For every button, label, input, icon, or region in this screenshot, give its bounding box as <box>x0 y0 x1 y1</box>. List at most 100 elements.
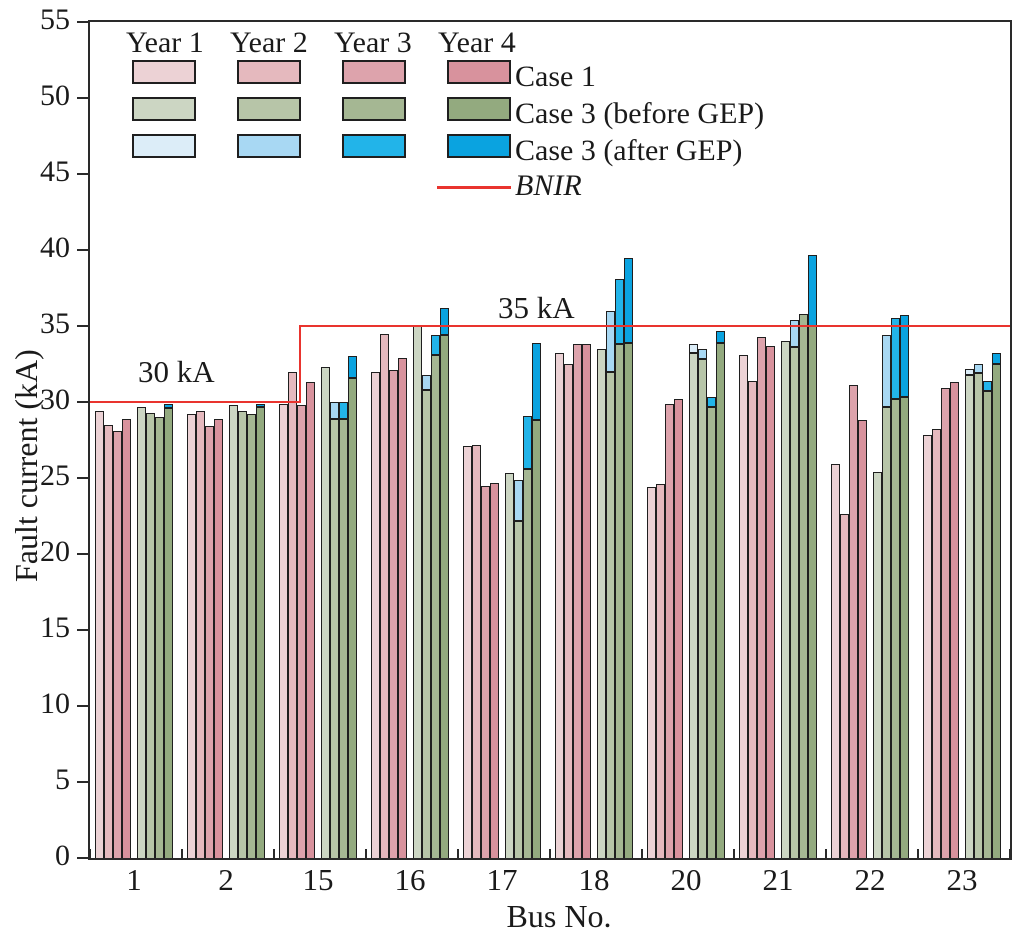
bar-case1-y2-bus18 <box>564 364 573 858</box>
x-tick-label-bus2: 2 <box>218 862 234 897</box>
bar-case1-y3-bus1 <box>113 430 122 858</box>
bar-case3-before-y2-bus23 <box>974 373 984 858</box>
legend-swatch-case3-before-year4 <box>447 97 511 121</box>
x-tick-10 <box>1009 849 1011 858</box>
bar-case3-after-y4-bus22 <box>900 315 909 398</box>
legend-swatch-case3-after-year4 <box>447 134 511 158</box>
bar-case1-y2-bus23 <box>932 429 941 858</box>
bnir-segment-30kA <box>90 400 300 404</box>
bar-case3-after-y4-bus1 <box>164 403 173 409</box>
bar-case3-after-y2-bus18 <box>606 310 616 372</box>
bar-case3-after-y4-bus2 <box>256 403 265 407</box>
y-tick-15 <box>77 629 88 631</box>
bar-case3-after-y3-bus22 <box>891 318 901 399</box>
bars-layer <box>90 22 1010 858</box>
bar-case3-before-y4-bus2 <box>256 406 265 858</box>
x-tick-5 <box>549 849 551 858</box>
bar-case3-after-y4-bus20 <box>716 330 725 343</box>
bar-case3-before-y3-bus15 <box>339 418 349 858</box>
y-tick-10 <box>77 705 88 707</box>
legend-bnir-line-swatch <box>437 186 511 189</box>
y-tick-45 <box>77 173 88 175</box>
y-tick-label-20: 20 <box>40 535 70 568</box>
x-tick-7 <box>733 849 735 858</box>
legend-swatch-case1-year1 <box>132 60 196 84</box>
bar-case3-before-y2-bus18 <box>606 371 616 858</box>
x-tick-3 <box>365 849 367 858</box>
bar-case3-before-y3-bus16 <box>431 354 441 858</box>
bar-case1-y3-bus22 <box>849 385 858 858</box>
bar-case1-y1-bus17 <box>463 446 473 858</box>
bar-case1-y1-bus21 <box>739 354 749 858</box>
bar-case3-before-y3-bus18 <box>615 344 625 858</box>
bar-case1-y3-bus2 <box>205 426 214 858</box>
bar-case3-after-y3-bus18 <box>615 278 625 345</box>
bar-case3-before-y2-bus20 <box>698 359 708 858</box>
legend-label-case1: Case 1 <box>515 60 596 93</box>
bar-case3-before-y4-bus17 <box>532 420 541 858</box>
x-tick-2 <box>273 849 275 858</box>
bar-case3-before-y1-bus20 <box>689 353 699 858</box>
bar-case1-y3-bus23 <box>941 388 950 858</box>
bar-case1-y3-bus17 <box>481 485 490 858</box>
bar-case1-y2-bus1 <box>104 424 113 858</box>
bar-case1-y1-bus2 <box>187 414 197 858</box>
y-tick-0 <box>77 857 88 859</box>
bar-case1-y2-bus16 <box>380 333 389 858</box>
legend-year4-header: Year 4 <box>438 26 516 59</box>
bar-case3-before-y2-bus22 <box>882 406 892 858</box>
bar-case3-before-y1-bus18 <box>597 348 607 858</box>
bar-case3-before-y2-bus2 <box>238 411 248 858</box>
bar-case1-y3-bus16 <box>389 370 398 858</box>
bnir-line-layer <box>90 22 1010 858</box>
bar-case1-y2-bus2 <box>196 411 205 858</box>
bar-case3-after-y4-bus17 <box>532 342 541 421</box>
y-tick-30 <box>77 401 88 403</box>
x-tick-label-bus17: 17 <box>486 862 518 897</box>
bar-case3-before-y2-bus17 <box>514 520 524 858</box>
bar-case1-y1-bus23 <box>923 435 933 858</box>
bar-case3-before-y3-bus21 <box>799 313 809 858</box>
bar-case3-before-y4-bus23 <box>992 364 1001 858</box>
y-tick-25 <box>77 477 88 479</box>
bar-case1-y4-bus20 <box>673 398 683 858</box>
legend: Year 1 Year 2 Year 3 Year 4 Case 1 Case … <box>120 26 764 236</box>
bar-case1-y4-bus23 <box>949 382 959 858</box>
legend-year2-header: Year 2 <box>230 26 308 59</box>
bar-case3-before-y1-bus21 <box>781 341 791 858</box>
bar-case3-before-y3-bus1 <box>155 417 165 858</box>
y-tick-20 <box>77 553 88 555</box>
y-tick-label-15: 15 <box>40 611 70 644</box>
bar-case3-before-y2-bus16 <box>422 389 432 858</box>
bar-case1-y2-bus21 <box>748 380 757 858</box>
legend-label-bnir: BNIR <box>515 169 582 202</box>
x-tick-label-bus22: 22 <box>854 862 886 897</box>
bar-case3-after-y4-bus15 <box>348 356 357 378</box>
y-tick-label-5: 5 <box>55 763 70 796</box>
x-tick-0 <box>89 849 91 858</box>
bar-case3-before-y3-bus2 <box>247 414 257 858</box>
bar-case1-y4-bus18 <box>581 344 591 858</box>
x-tick-label-bus21: 21 <box>762 862 794 897</box>
legend-year1-header: Year 1 <box>126 26 204 59</box>
y-tick-label-50: 50 <box>40 79 70 112</box>
legend-swatch-case3-before-year1 <box>132 97 196 121</box>
bar-case3-before-y1-bus17 <box>505 473 515 858</box>
x-tick-label-bus23: 23 <box>946 862 978 897</box>
legend-swatch-case1-year3 <box>342 60 406 84</box>
y-tick-35 <box>77 325 88 327</box>
bar-case1-y1-bus20 <box>647 487 657 858</box>
bar-case1-y1-bus15 <box>279 403 289 858</box>
x-tick-label-bus15: 15 <box>302 862 334 897</box>
legend-swatch-case1-year4 <box>447 60 511 84</box>
x-tick-1 <box>181 849 183 858</box>
plot-area: 30 kA 35 kA Year 1 Year 2 Year 3 Year 4 … <box>77 20 1012 860</box>
bnir-segment-35kA <box>298 324 1010 328</box>
annotation-35kA: 35 kA <box>498 290 575 325</box>
y-tick-label-25: 25 <box>40 459 70 492</box>
bar-case3-after-y3-bus16 <box>431 335 441 355</box>
bar-case3-before-y1-bus2 <box>229 405 239 858</box>
x-tick-6 <box>641 849 643 858</box>
annotation-30kA: 30 kA <box>138 354 215 389</box>
